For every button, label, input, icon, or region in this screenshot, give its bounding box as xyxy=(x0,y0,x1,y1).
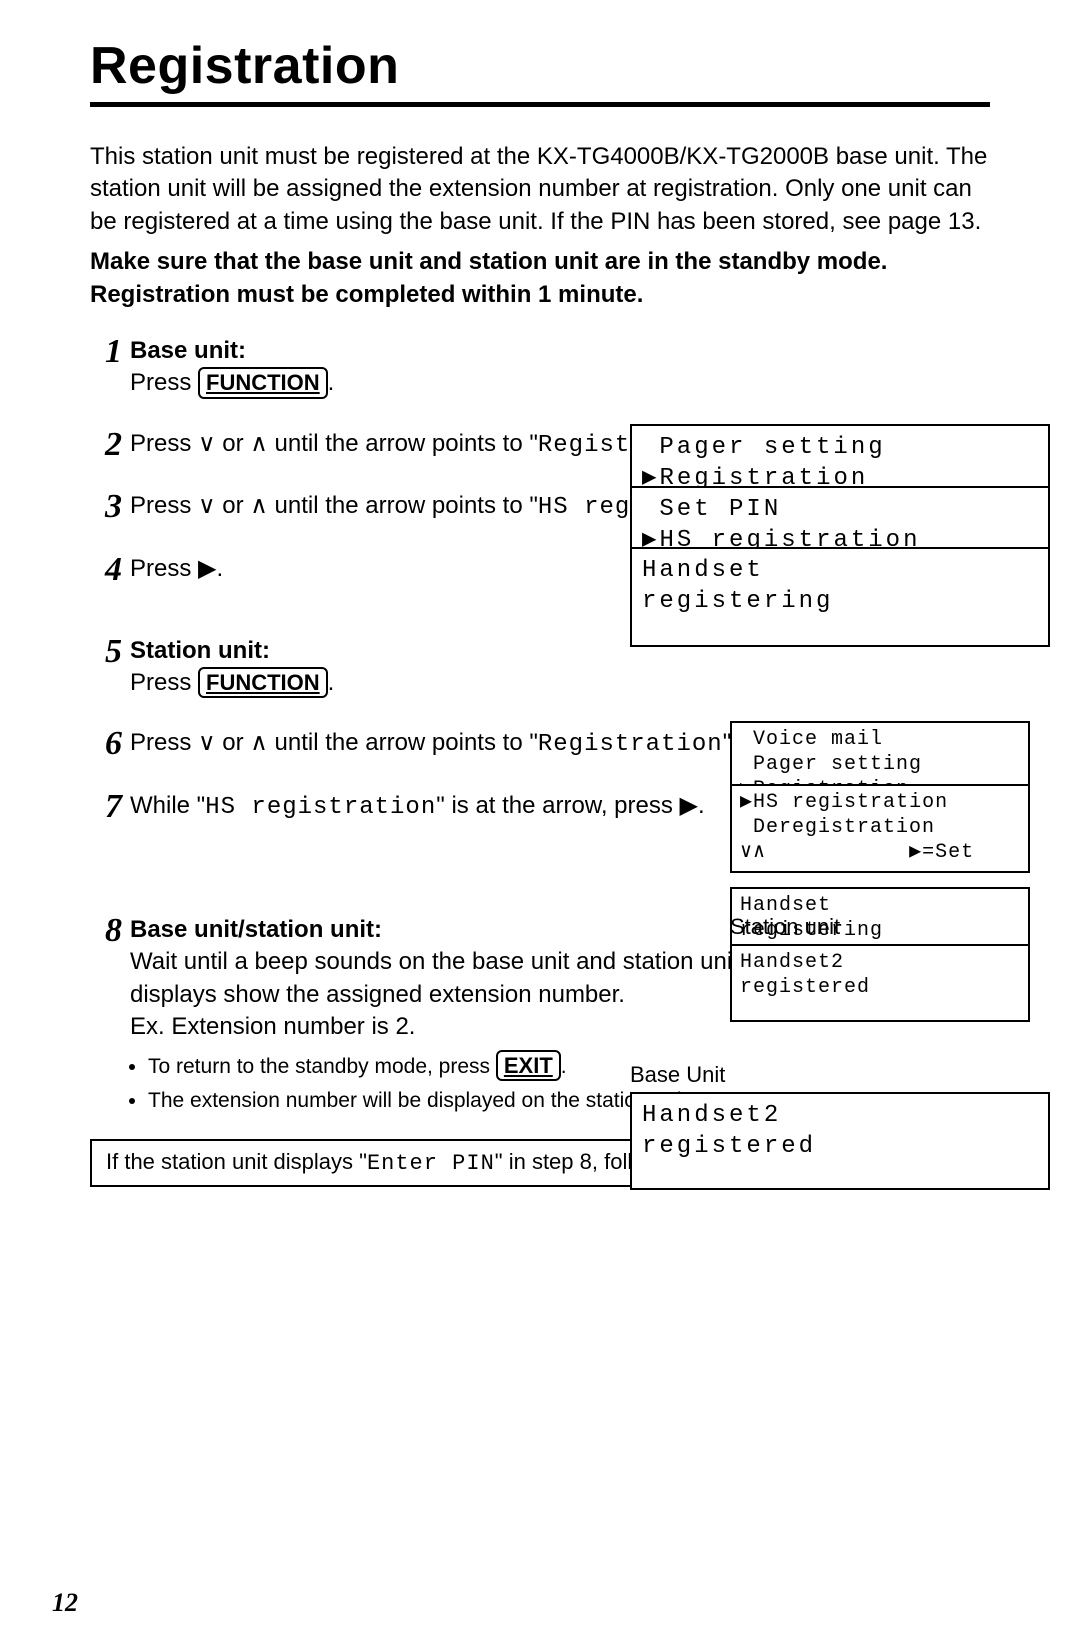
right-icon: ▶ xyxy=(198,555,216,582)
step-num: 2 xyxy=(90,428,130,462)
lcd-line: Handset xyxy=(642,557,764,584)
function-button: FUNCTION xyxy=(198,667,328,699)
down-icon: ∨ xyxy=(198,729,216,756)
down-icon: ∨ xyxy=(198,430,216,457)
lcd-screen-3: Handset registering xyxy=(630,547,1050,647)
t: until the arrow points to " xyxy=(268,492,538,519)
lcd-line: Handset2 xyxy=(642,1102,781,1129)
t: or xyxy=(216,729,251,756)
lcd-line: ▶HS registration xyxy=(740,791,948,814)
lcd-line: Voice mail xyxy=(740,728,883,751)
lcd-line: Deregistration xyxy=(740,816,935,839)
station-label: Station unit xyxy=(730,914,1030,940)
mono: HS registration xyxy=(205,794,436,821)
step-num: 7 xyxy=(90,790,130,824)
t: To return to the standby mode, press xyxy=(148,1055,496,1078)
t: If the station unit displays " xyxy=(106,1149,367,1174)
t: Press xyxy=(130,430,198,457)
intro-paragraph: This station unit must be registered at … xyxy=(90,141,990,238)
t: or xyxy=(216,430,251,457)
step1-text: Press xyxy=(130,369,198,396)
t: until the arrow points to " xyxy=(268,430,538,457)
down-icon: ∨ xyxy=(198,492,216,519)
page-number: 12 xyxy=(52,1588,78,1618)
page-title: Registration xyxy=(90,36,990,96)
t: " is at the arrow, press xyxy=(436,792,679,819)
step-num: 3 xyxy=(90,490,130,524)
t: Press xyxy=(130,729,198,756)
lcd-line: registered xyxy=(740,976,870,999)
up-icon: ∧ xyxy=(250,492,268,519)
t: While " xyxy=(130,792,205,819)
lcd-line: Pager setting xyxy=(740,753,922,776)
right-icon: ▶ xyxy=(680,792,698,819)
lcd-screen-5: ▶HS registration Deregistration ∨∧ ▶=Set xyxy=(730,784,1030,873)
step1-label: Base unit: xyxy=(130,337,246,364)
lcd-screen-7: Handset2 registered xyxy=(730,944,1030,1022)
lcd-screen-8: Handset2 registered xyxy=(630,1092,1050,1190)
intro-bold: Make sure that the base unit and station… xyxy=(90,246,990,311)
up-icon: ∧ xyxy=(250,729,268,756)
step-num: 5 xyxy=(90,635,130,669)
lcd-line: Pager setting xyxy=(642,434,886,461)
t: or xyxy=(216,492,251,519)
up-icon: ∧ xyxy=(250,430,268,457)
mono: Enter PIN xyxy=(367,1151,495,1176)
lcd-line: registering xyxy=(642,588,833,615)
t: Press xyxy=(130,555,198,582)
step-num: 1 xyxy=(90,335,130,369)
step-num: 8 xyxy=(90,914,130,948)
title-rule xyxy=(90,102,990,107)
t: until the arrow points to " xyxy=(268,729,538,756)
step5-label: Station unit: xyxy=(130,637,270,664)
t: Ex. Extension number is 2. xyxy=(130,1013,415,1040)
t: Press xyxy=(130,669,198,696)
lcd-line: registered xyxy=(642,1133,816,1160)
step8-label: Base unit/station unit: xyxy=(130,916,382,943)
step-num: 4 xyxy=(90,553,130,587)
lcd-line: Set PIN xyxy=(642,496,781,523)
exit-button: EXIT xyxy=(496,1050,561,1082)
function-button: FUNCTION xyxy=(198,367,328,399)
step-num: 6 xyxy=(90,727,130,761)
base-label: Base Unit xyxy=(630,1062,1050,1088)
lcd-line: ∨∧ ▶=Set xyxy=(740,841,974,864)
t: Press xyxy=(130,492,198,519)
lcd-line: Handset2 xyxy=(740,951,844,974)
step-1: 1 Base unit: Press FUNCTION. xyxy=(90,335,990,400)
mono: Registration xyxy=(538,731,723,758)
